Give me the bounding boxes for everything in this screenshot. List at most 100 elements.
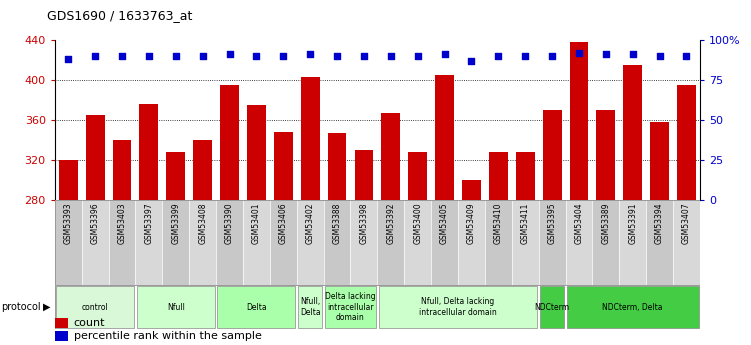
Text: GSM53401: GSM53401: [252, 203, 261, 244]
Point: [277, 53, 289, 58]
Bar: [247, 105, 266, 345]
Point: [62, 56, 74, 62]
Bar: [56, 286, 134, 328]
Bar: [137, 286, 215, 328]
Text: GSM53394: GSM53394: [655, 203, 664, 244]
Text: GSM53406: GSM53406: [279, 203, 288, 244]
Bar: [59, 160, 77, 345]
Bar: [193, 140, 212, 345]
Point: [627, 51, 639, 57]
Bar: [382, 113, 400, 345]
Bar: [216, 200, 243, 285]
Text: NDCterm, Delta: NDCterm, Delta: [602, 303, 663, 312]
Text: count: count: [74, 318, 105, 328]
Text: percentile rank within the sample: percentile rank within the sample: [74, 331, 261, 341]
Text: GSM53403: GSM53403: [117, 203, 126, 244]
Bar: [270, 200, 297, 285]
Bar: [109, 200, 135, 285]
Bar: [327, 133, 346, 345]
Bar: [511, 200, 538, 285]
Point: [197, 53, 209, 58]
Text: Nfull: Nfull: [167, 303, 185, 312]
Text: GSM53392: GSM53392: [386, 203, 395, 244]
Point: [170, 53, 182, 58]
Bar: [409, 152, 427, 345]
Text: GSM53409: GSM53409: [467, 203, 476, 244]
Bar: [167, 152, 185, 345]
Point: [573, 50, 585, 55]
Bar: [677, 85, 696, 345]
Bar: [220, 85, 239, 345]
Point: [412, 53, 424, 58]
Point: [546, 53, 558, 58]
Bar: [566, 200, 593, 285]
Bar: [404, 200, 431, 285]
Bar: [485, 200, 511, 285]
Bar: [540, 286, 564, 328]
Text: GDS1690 / 1633763_at: GDS1690 / 1633763_at: [47, 9, 193, 22]
Bar: [646, 200, 673, 285]
Bar: [243, 200, 270, 285]
Text: Nfull, Delta lacking
intracellular domain: Nfull, Delta lacking intracellular domai…: [419, 297, 497, 317]
Bar: [458, 200, 485, 285]
Text: NDCterm: NDCterm: [535, 303, 570, 312]
Bar: [354, 150, 373, 345]
Bar: [431, 200, 458, 285]
Text: GSM53400: GSM53400: [413, 203, 422, 244]
Bar: [543, 110, 562, 345]
Text: GSM53395: GSM53395: [547, 203, 556, 244]
Text: GSM53399: GSM53399: [171, 203, 180, 244]
Point: [331, 53, 343, 58]
Text: GSM53405: GSM53405: [440, 203, 449, 244]
Bar: [462, 180, 481, 345]
Point: [680, 53, 692, 58]
Bar: [650, 122, 669, 345]
Bar: [325, 286, 376, 328]
Point: [116, 53, 128, 58]
Bar: [569, 42, 588, 345]
Bar: [300, 77, 320, 345]
Text: GSM53397: GSM53397: [144, 203, 153, 244]
Bar: [538, 200, 566, 285]
Text: GSM53407: GSM53407: [682, 203, 691, 244]
Text: GSM53408: GSM53408: [198, 203, 207, 244]
Bar: [162, 200, 189, 285]
Bar: [55, 200, 82, 285]
Text: GSM53402: GSM53402: [306, 203, 315, 244]
Bar: [620, 200, 646, 285]
Text: GSM53404: GSM53404: [575, 203, 584, 244]
Point: [600, 51, 612, 57]
Bar: [86, 115, 104, 345]
Point: [143, 53, 155, 58]
Bar: [567, 286, 698, 328]
Bar: [113, 140, 131, 345]
Point: [385, 53, 397, 58]
Bar: [378, 200, 404, 285]
Point: [493, 53, 505, 58]
Bar: [140, 104, 158, 345]
Text: control: control: [82, 303, 108, 312]
Text: GSM53388: GSM53388: [333, 203, 342, 244]
Point: [653, 53, 665, 58]
Bar: [189, 200, 216, 285]
Point: [466, 58, 478, 63]
Bar: [435, 75, 454, 345]
Bar: [274, 132, 293, 345]
Text: Nfull,
Delta: Nfull, Delta: [300, 297, 321, 317]
Point: [89, 53, 101, 58]
Bar: [516, 152, 535, 345]
Text: GSM53389: GSM53389: [602, 203, 611, 244]
Bar: [298, 286, 322, 328]
Bar: [379, 286, 537, 328]
Text: Delta: Delta: [246, 303, 267, 312]
Text: GSM53393: GSM53393: [64, 203, 73, 244]
Point: [250, 53, 262, 58]
Bar: [135, 200, 162, 285]
Text: GSM53398: GSM53398: [360, 203, 369, 244]
Text: protocol: protocol: [1, 302, 41, 312]
Bar: [673, 200, 700, 285]
Point: [224, 51, 236, 57]
Text: GSM53396: GSM53396: [91, 203, 100, 244]
Bar: [596, 110, 615, 345]
Text: GSM53390: GSM53390: [225, 203, 234, 244]
